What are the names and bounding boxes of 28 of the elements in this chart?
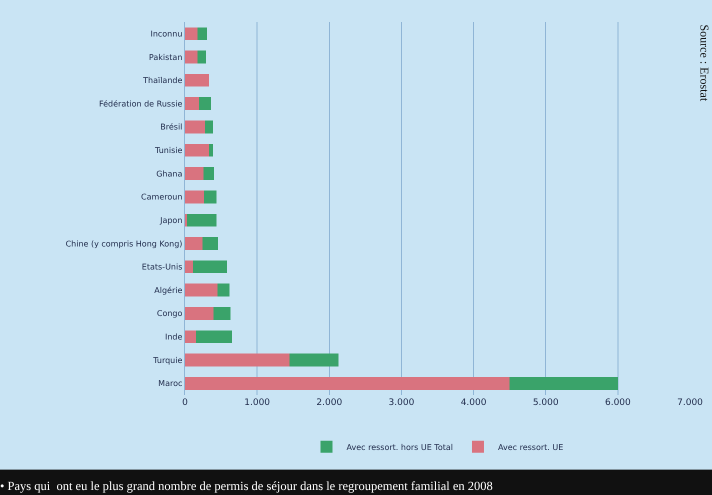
y-tick-label: Thaïlande <box>142 76 182 86</box>
y-tick-label: Etats-Unis <box>142 262 182 272</box>
y-tick-label: Congo <box>156 309 182 318</box>
x-tick-label: 1.000 <box>244 398 270 408</box>
y-tick-label: Maroc <box>158 379 182 388</box>
y-tick-label: Japon <box>159 216 182 225</box>
x-tick-label: 5.000 <box>532 398 559 408</box>
y-tick-label: Chine (y compris Hong Kong) <box>66 239 182 248</box>
y-tick-label: Turquie <box>152 356 182 365</box>
y-tick-label: Pakistan <box>148 52 182 62</box>
y-tick-label: Inde <box>164 332 182 342</box>
x-tick-label: 7.000 <box>677 398 704 408</box>
y-tick-label: Brésil <box>160 122 182 132</box>
x-tick-label: 3.000 <box>388 398 415 408</box>
legend-label: Avec ressort. hors UE Total <box>346 442 453 452</box>
y-tick-label: Algérie <box>154 286 182 295</box>
x-tick-label: 2.000 <box>316 398 342 408</box>
y-tick-label: Tunisie <box>154 146 182 156</box>
y-tick-label: Fédération de Russie <box>98 99 182 108</box>
y-tick-label: Inconnu <box>150 29 182 38</box>
text: • Pays qui ont eu le plus grand nombre de permis de séjour dans le regroupement familial en 2008 <box>0 479 493 493</box>
x-tick-label: 6.000 <box>604 398 632 408</box>
x-tick-label: 0 <box>182 398 188 408</box>
y-tick-label: Cameroun <box>141 192 182 202</box>
source-note: Source : Erostat <box>698 24 712 102</box>
x-tick-label: 4.000 <box>460 398 487 408</box>
y-tick-label: Ghana <box>156 169 182 178</box>
legend-label: Avec ressort. UE <box>498 442 564 452</box>
